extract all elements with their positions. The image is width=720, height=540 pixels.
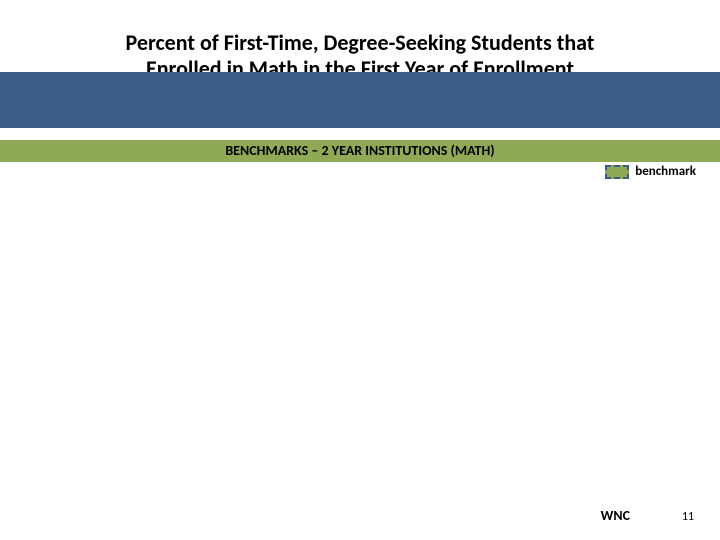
title-bar (0, 72, 720, 128)
slide: Percent of First-Time, Degree-Seeking St… (0, 0, 720, 540)
legend: benchmark (605, 164, 696, 179)
benchmark-swatch-icon (605, 165, 629, 179)
subtitle-bar: BENCHMARKS – 2 YEAR INSTITUTIONS (MATH) (0, 140, 720, 162)
legend-label: benchmark (635, 164, 696, 179)
title-bar-background (0, 72, 720, 128)
footer-label: WNC (601, 507, 630, 524)
title-line1: Percent of First-Time, Degree-Seeking St… (126, 29, 595, 56)
page-number: 11 (682, 510, 694, 524)
subtitle-text: BENCHMARKS – 2 YEAR INSTITUTIONS (MATH) (0, 140, 720, 162)
